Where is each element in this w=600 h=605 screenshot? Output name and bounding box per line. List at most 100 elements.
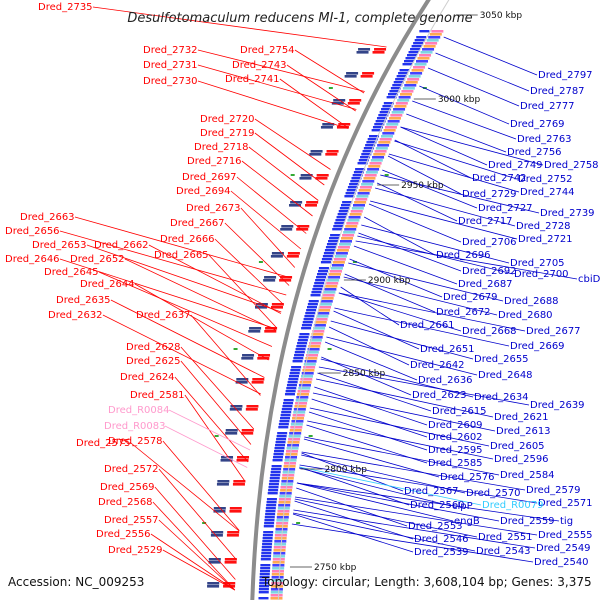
- reverse-cog-mark: [210, 534, 223, 537]
- cog-band-mark: [284, 462, 297, 465]
- cog-band-mark: [429, 33, 442, 36]
- gene-arrow-mark: [344, 195, 355, 198]
- right-gene-leader: [388, 153, 520, 193]
- gene-arrow-mark: [375, 120, 386, 123]
- cog-band-mark: [270, 588, 283, 591]
- cog-band-mark: [276, 519, 289, 522]
- right-gene-leader: [307, 420, 494, 460]
- gene-arrow-mark: [280, 417, 291, 420]
- cog-band-mark: [317, 312, 330, 315]
- gene-arrow-mark: [316, 276, 327, 279]
- reverse-gene-mark: [236, 459, 249, 462]
- gene-arrow-mark: [326, 243, 337, 246]
- gene-arrow-mark: [265, 513, 276, 516]
- reverse-cog-mark: [263, 279, 276, 282]
- left-gene-label: Dred_2569: [100, 482, 155, 493]
- gene-arrow-mark: [262, 543, 273, 546]
- reverse-cog-mark: [322, 123, 335, 126]
- gene-arrow-mark: [414, 39, 425, 42]
- cog-band-mark: [322, 294, 335, 297]
- right-gene-label: Dred_2655: [474, 354, 529, 365]
- cog-band-mark: [408, 75, 421, 78]
- left-gene-leader: [248, 146, 319, 201]
- reverse-gene-mark: [241, 429, 254, 432]
- gene-arrow-mark: [393, 81, 404, 84]
- cog-band-mark: [283, 465, 296, 468]
- cog-band-mark: [274, 534, 287, 537]
- cog-band-mark: [276, 522, 289, 525]
- left-gene-label: Dred_2625: [126, 356, 181, 367]
- cog-band-mark: [283, 468, 296, 471]
- reverse-cog-mark: [309, 153, 322, 156]
- reverse-gene-mark: [374, 48, 387, 51]
- left-gene-leader: [110, 299, 265, 378]
- right-gene-label: Dred_2602: [428, 432, 483, 443]
- gene-arrow-mark: [259, 582, 270, 585]
- gene-arrow-mark: [411, 45, 422, 48]
- reverse-gene-mark: [270, 306, 283, 309]
- cog-band-mark: [379, 138, 392, 141]
- gene-arrow-mark: [261, 555, 272, 558]
- cog-band-mark: [304, 360, 317, 363]
- reverse-cog-mark: [344, 75, 357, 78]
- gene-arrow-mark: [261, 549, 272, 552]
- genome-title: Desulfotomaculum reducens MI-1, complete…: [127, 11, 472, 26]
- right-gene-label: Dred_2595: [428, 445, 483, 456]
- gene-arrow-mark: [262, 537, 273, 540]
- left-gene-leader: [134, 283, 269, 361]
- gene-arrow-mark: [258, 591, 269, 594]
- genome-backbone-ring: [250, 0, 431, 605]
- right-gene-leader: [380, 174, 540, 214]
- right-gene-leader: [293, 509, 536, 549]
- right-gene-leader: [358, 232, 462, 272]
- cog-band-mark: [397, 99, 410, 102]
- cog-band-mark: [351, 207, 364, 210]
- left-gene-label: Dred_2575: [76, 438, 131, 449]
- cog-band-mark: [310, 336, 323, 339]
- cog-band-mark: [423, 45, 436, 48]
- cog-band-mark: [363, 177, 376, 180]
- right-gene-leader: [318, 366, 530, 406]
- gene-arrow-mark: [275, 441, 286, 444]
- reverse-gene-mark: [229, 507, 242, 510]
- right-gene-label: Dred_2700: [514, 269, 569, 280]
- left-gene-leader: [208, 254, 278, 329]
- gene-arrow-mark: [404, 60, 415, 63]
- right-gene-leader: [349, 258, 443, 298]
- cog-band-mark: [316, 315, 329, 318]
- cog-band-mark: [328, 276, 341, 279]
- gene-arrow-mark: [277, 432, 288, 435]
- cog-band-mark: [307, 348, 320, 351]
- gene-arrow-mark: [379, 111, 390, 114]
- reverse-cog-mark: [235, 381, 248, 384]
- right-gene-label: Dred_2763: [517, 134, 572, 145]
- reverse-gene-mark: [223, 582, 236, 585]
- right-gene-label: Dred_2621: [494, 412, 549, 423]
- right-gene-leader: [296, 487, 408, 527]
- left-gene-label: Dred_2568: [98, 497, 153, 508]
- right-gene-leader: [412, 100, 517, 140]
- gene-arrow-mark: [362, 150, 373, 153]
- cog-band-mark: [273, 549, 286, 552]
- reverse-gene-mark: [360, 75, 373, 78]
- cog-band-mark: [321, 297, 334, 300]
- gene-arrow-mark: [288, 378, 299, 381]
- cog-band-mark: [312, 330, 325, 333]
- gene-arrow-mark: [284, 393, 295, 396]
- gene-arrow-mark: [399, 69, 410, 72]
- gene-arrow-mark: [264, 519, 275, 522]
- cog-band-mark: [296, 393, 309, 396]
- gene-arrow-mark: [294, 351, 305, 354]
- right-rna-label: Dred_R0079: [482, 500, 544, 511]
- reverse-cog-mark: [255, 303, 268, 306]
- reverse-cog-mark: [207, 585, 220, 588]
- left-gene-label: Dred_2572: [104, 464, 159, 475]
- cog-band-mark: [336, 249, 349, 252]
- gene-arrow-mark: [263, 531, 274, 534]
- left-gene-label: Dred_2662: [94, 240, 149, 251]
- cog-band-mark: [290, 423, 303, 426]
- right-gene-leader: [348, 262, 504, 302]
- cog-band-mark: [428, 36, 441, 39]
- cog-band-mark: [378, 141, 391, 144]
- cog-band-mark: [420, 51, 433, 54]
